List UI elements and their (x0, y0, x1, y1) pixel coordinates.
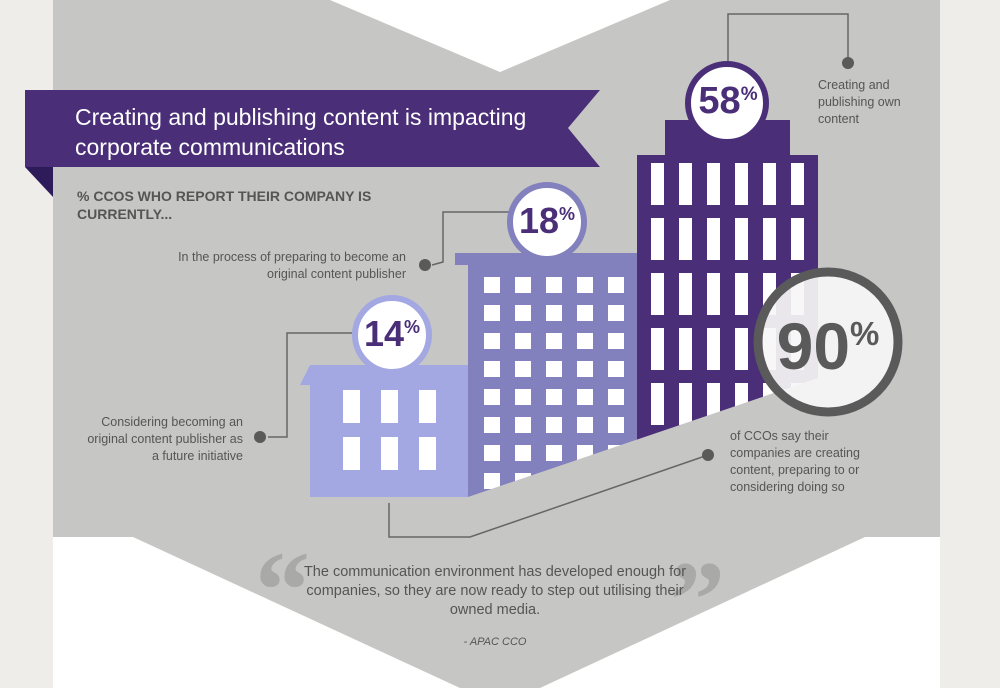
building-window (515, 305, 531, 321)
building-window (515, 333, 531, 349)
building-window (484, 277, 500, 293)
building-window (735, 218, 748, 260)
building-window (515, 417, 531, 433)
building-window (679, 163, 692, 205)
building-window (608, 305, 624, 321)
building-window (381, 437, 398, 470)
page-subtitle: % CCOS WHO REPORT THEIR COMPANY IS CURRE… (77, 188, 372, 222)
building-14 (300, 365, 468, 497)
building-window (651, 273, 664, 315)
building-window (679, 383, 692, 425)
building-window (515, 389, 531, 405)
building-window (707, 328, 720, 370)
building-window (679, 218, 692, 260)
building-window (735, 163, 748, 205)
connector-dots (254, 57, 854, 461)
quote-text: The communication environment has develo… (303, 564, 687, 618)
ground-band (468, 378, 818, 537)
total-90-value: 90% (776, 309, 880, 383)
building-window (707, 273, 720, 315)
building-window (546, 333, 562, 349)
building-window (546, 277, 562, 293)
building-window (763, 218, 776, 260)
stat-14-value: 14% (363, 313, 421, 354)
top-notch (330, 0, 670, 72)
building-window (608, 277, 624, 293)
building-window (608, 417, 624, 433)
stat-14-label: Considering becoming an original content… (87, 415, 243, 463)
building-window (419, 437, 436, 470)
open-quote-mark: “ (255, 529, 310, 651)
banner-fold (25, 167, 53, 197)
building-window (791, 163, 804, 205)
building-window (484, 361, 500, 377)
title-banner (25, 90, 600, 167)
badge-14 (352, 295, 432, 375)
building-window (484, 417, 500, 433)
building-window (735, 273, 748, 315)
close-quote-mark: ” (670, 539, 725, 661)
building-window (651, 218, 664, 260)
badge-58 (685, 61, 769, 145)
total-90-label: of CCOs say their companies are creating… (730, 429, 860, 494)
connector-lines (268, 13, 849, 538)
building-window (577, 389, 593, 405)
building-window (484, 445, 500, 461)
building-window (484, 333, 500, 349)
building-window (515, 361, 531, 377)
stat-18-value: 18% (518, 200, 576, 241)
building-window (651, 383, 664, 425)
stat-58-label: Creating and publishing own content (818, 78, 901, 126)
building-window (577, 277, 593, 293)
building-window (651, 163, 664, 205)
building-window (546, 389, 562, 405)
badge-18 (507, 182, 587, 262)
stat-18-label: In the process of preparing to become an… (178, 250, 406, 281)
building-window (484, 473, 500, 489)
building-window (577, 333, 593, 349)
building-window (577, 305, 593, 321)
building-window (343, 437, 360, 470)
building-window (546, 417, 562, 433)
building-window (484, 305, 500, 321)
building-window (679, 273, 692, 315)
building-window (577, 361, 593, 377)
building-window (515, 445, 531, 461)
building-window (546, 361, 562, 377)
bottom-chevron (133, 537, 865, 688)
stat-58-value: 58% (698, 80, 758, 122)
building-window (577, 417, 593, 433)
building-window (707, 218, 720, 260)
building-window (419, 390, 436, 423)
page-title: Creating and publishing content is impac… (75, 104, 527, 160)
building-window (608, 361, 624, 377)
building-window (735, 328, 748, 370)
building-window (651, 328, 664, 370)
building-window (343, 390, 360, 423)
building-window (515, 277, 531, 293)
building-window (381, 390, 398, 423)
building-window (707, 163, 720, 205)
building-window (484, 389, 500, 405)
building-window (791, 218, 804, 260)
badge-90 (753, 267, 903, 417)
building-window (546, 305, 562, 321)
building-window (679, 328, 692, 370)
building-window (608, 333, 624, 349)
quote-attribution: - APAC CCO (463, 636, 527, 648)
building-window (546, 445, 562, 461)
building-window (763, 163, 776, 205)
building-window (608, 389, 624, 405)
